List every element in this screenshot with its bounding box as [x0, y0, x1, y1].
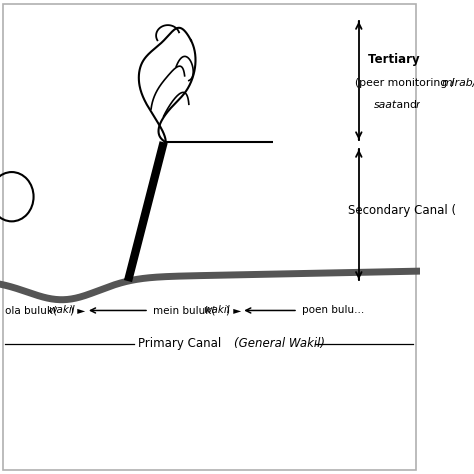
Text: and: and: [393, 100, 421, 110]
Text: mirab/: mirab/: [441, 78, 474, 88]
Text: ola buluk(: ola buluk(: [5, 305, 57, 316]
Text: m...: m...: [441, 204, 464, 218]
Text: poen bulu...: poen bulu...: [302, 305, 365, 316]
Text: saat: saat: [374, 100, 397, 110]
Text: Tertiary canal netw...: Tertiary canal netw...: [368, 53, 474, 66]
Text: (General Wakil): (General Wakil): [234, 337, 325, 350]
Text: wakil: wakil: [48, 305, 74, 316]
Text: wakil: wakil: [203, 305, 230, 316]
Text: s...: s...: [473, 78, 474, 88]
Text: ) ►: ) ►: [70, 305, 85, 316]
Text: mein buluk(: mein buluk(: [153, 305, 216, 316]
Text: naubat,: naubat,: [415, 100, 457, 110]
Text: (peer monitoring /: (peer monitoring /: [355, 78, 454, 88]
Text: Primary Canal: Primary Canal: [138, 337, 226, 350]
Text: ) ►: ) ►: [226, 305, 241, 316]
Text: Secondary Canal (: Secondary Canal (: [348, 204, 456, 218]
